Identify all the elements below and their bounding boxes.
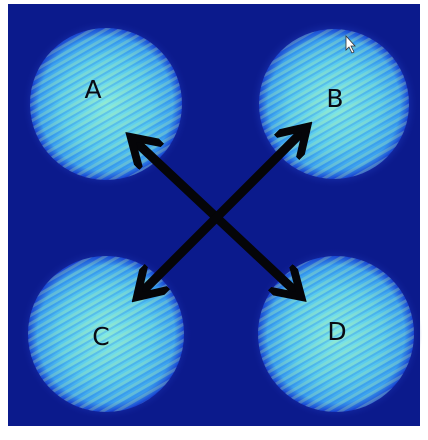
page: A B C D (() => { const data = JSON.parse…	[0, 0, 428, 440]
label-b: B	[326, 84, 343, 113]
label-c: C	[92, 322, 109, 351]
label-a: A	[84, 75, 101, 104]
label-d: D	[327, 317, 346, 346]
disk-texture	[30, 28, 182, 180]
image: A B C D	[0, 0, 428, 440]
